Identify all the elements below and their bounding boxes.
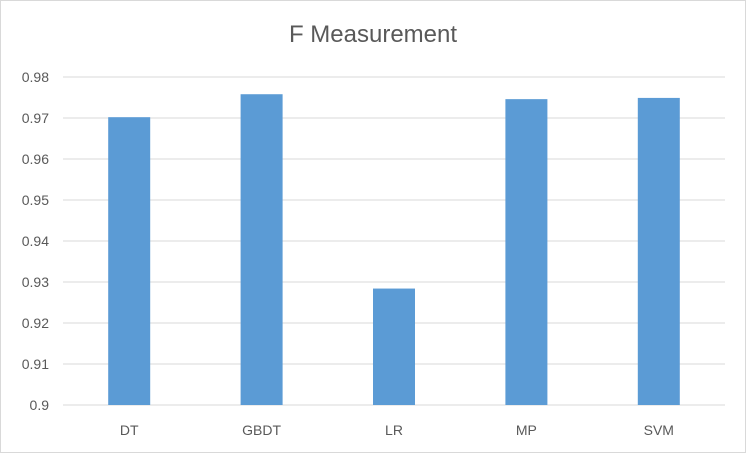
- x-axis-ticks: DT GBDT LR MP SVM: [120, 422, 674, 438]
- y-tick-label: 0.97: [22, 110, 49, 126]
- x-tick-label: MP: [516, 422, 537, 438]
- y-tick-label: 0.92: [22, 315, 49, 331]
- bar-series: [108, 94, 680, 406]
- y-tick-label: 0.93: [22, 274, 49, 290]
- chart-title: F Measurement: [288, 21, 458, 48]
- bar-mp: [505, 99, 548, 405]
- y-tick-label: 0.98: [22, 69, 49, 85]
- y-tick-label: 0.91: [22, 356, 49, 372]
- x-tick-label: SVM: [644, 422, 674, 438]
- bar-dt: [108, 117, 151, 406]
- bar-lr: [373, 288, 415, 405]
- y-tick-label: 0.96: [22, 151, 49, 167]
- bar-svm: [637, 97, 680, 405]
- x-tick-label: DT: [120, 422, 139, 438]
- y-tick-label: 0.9: [30, 397, 50, 413]
- y-tick-label: 0.95: [22, 192, 49, 208]
- x-tick-label: GBDT: [242, 422, 281, 438]
- y-axis-ticks: 0.9 0.91 0.92 0.93 0.94 0.95 0.96 0.97 0.98: [22, 69, 49, 413]
- x-tick-label: LR: [385, 422, 403, 438]
- bar-gbdt: [240, 94, 283, 405]
- y-tick-label: 0.94: [22, 233, 49, 249]
